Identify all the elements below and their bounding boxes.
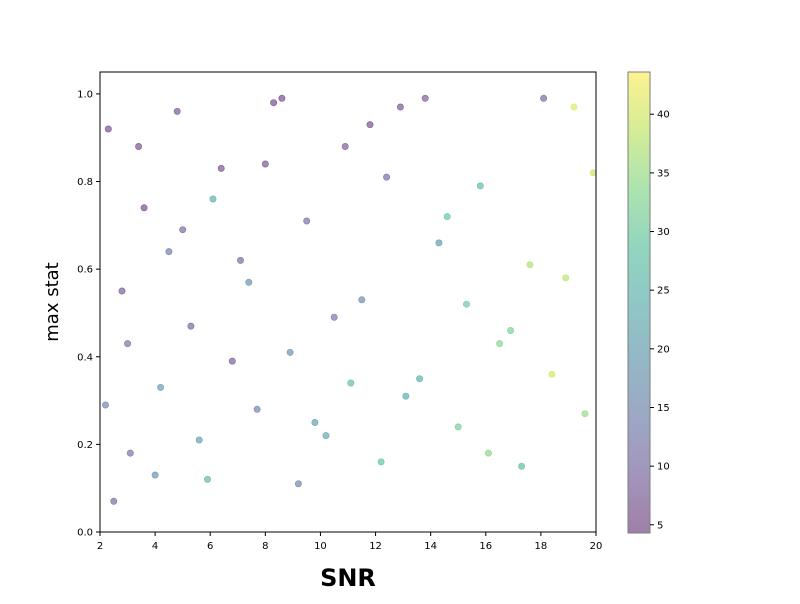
scatter-points (102, 94, 596, 505)
y-axis-label: max stat (42, 262, 63, 341)
scatter-point (476, 182, 484, 190)
scatter-point (358, 296, 366, 304)
colorbar-tick-label: 30 (657, 227, 670, 238)
scatter-point (237, 256, 245, 264)
scatter-point (204, 475, 212, 483)
scatter-point (217, 164, 225, 172)
scatter-point (540, 94, 548, 102)
scatter-point (303, 217, 311, 225)
scatter-point (562, 274, 570, 282)
colorbar-tick-label: 35 (657, 168, 670, 179)
y-tick-label: 0.8 (77, 177, 93, 188)
x-tick-label: 8 (262, 541, 268, 552)
x-tick-label: 6 (207, 541, 213, 552)
scatter-point (261, 160, 269, 168)
colorbar-tick-label: 5 (657, 520, 663, 531)
scatter-point (416, 375, 424, 383)
scatter-point (278, 94, 286, 102)
y-tick-label: 0.2 (77, 440, 93, 451)
scatter-point (330, 313, 338, 321)
scatter-point (187, 322, 195, 330)
scatter-point (496, 340, 504, 348)
scatter-point (366, 121, 374, 129)
colorbar-tick-label: 25 (657, 286, 670, 297)
scatter-point (518, 462, 526, 470)
scatter-point (228, 357, 236, 365)
scatter-point (102, 401, 110, 409)
scatter-point (209, 195, 217, 203)
scatter-point (253, 405, 261, 413)
scatter-point (570, 103, 578, 111)
x-tick-label: 18 (535, 541, 548, 552)
scatter-point (286, 348, 294, 356)
scatter-point (126, 449, 134, 457)
y-tick-label: 0.6 (77, 265, 93, 276)
colorbar-tick-label: 10 (657, 462, 670, 473)
y-tick-label: 1.0 (77, 89, 93, 100)
scatter-point (462, 300, 470, 308)
scatter-point (402, 392, 410, 400)
scatter-point (124, 340, 132, 348)
scatter-point (311, 418, 319, 426)
scatter-point (110, 497, 118, 505)
scatter-point (507, 326, 515, 334)
x-tick-label: 14 (424, 541, 437, 552)
scatter-point (347, 379, 355, 387)
scatter-point (589, 169, 596, 177)
x-tick-label: 2 (97, 541, 103, 552)
scatter-point (484, 449, 492, 457)
scatter-point (435, 239, 443, 247)
plot-frame (99, 71, 597, 533)
colorbar-tick-label: 40 (657, 110, 670, 121)
scatter-point (165, 248, 173, 256)
scatter-point (396, 103, 404, 111)
scatter-point (443, 213, 451, 221)
x-tick-label: 16 (479, 541, 492, 552)
colorbar-tick-label: 20 (657, 344, 670, 355)
scatter-point (421, 94, 429, 102)
scatter-point (245, 278, 253, 286)
scatter-point (548, 370, 556, 378)
scatter-point (581, 410, 589, 418)
scatter-point (377, 458, 385, 466)
scatter-point (294, 480, 302, 488)
scatter-point (104, 125, 112, 133)
x-axis: 2 4 6 8 10 12 14 16 18 20 (97, 532, 603, 552)
colorbar-tick-label: 15 (657, 403, 670, 414)
colorbar (627, 71, 651, 534)
scatter-point (270, 99, 278, 107)
scatter-point (322, 432, 330, 440)
x-tick-label: 4 (152, 541, 158, 552)
scatter-point (454, 423, 462, 431)
scatter-point (140, 204, 148, 212)
x-tick-label: 20 (590, 541, 603, 552)
scatter-point (135, 143, 143, 151)
y-tick-label: 0.4 (77, 352, 93, 363)
colorbar-axis: 5 10 15 20 25 30 35 40 (650, 110, 670, 531)
scatter-point (526, 261, 534, 269)
y-axis: 0.0 0.2 0.4 0.6 0.8 1.0 (77, 89, 100, 539)
scatter-point (157, 383, 165, 391)
x-tick-label: 10 (314, 541, 327, 552)
y-tick-label: 0.0 (77, 528, 93, 539)
scatter-point (195, 436, 203, 444)
scatter-point (118, 287, 126, 295)
scatter-point (173, 107, 181, 115)
scatter-point (151, 471, 159, 479)
x-axis-label: SNR (320, 564, 376, 592)
scatter-point (179, 226, 187, 234)
scatter-point (383, 173, 391, 181)
x-tick-label: 12 (369, 541, 382, 552)
scatter-point (341, 143, 349, 151)
